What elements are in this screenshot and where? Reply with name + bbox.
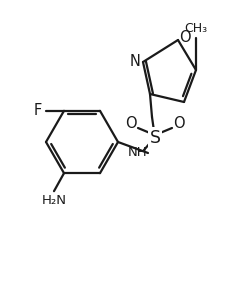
Text: O: O [125, 115, 136, 130]
Text: O: O [178, 30, 190, 46]
Text: F: F [34, 103, 42, 118]
Text: N: N [129, 55, 140, 70]
Text: S: S [149, 129, 160, 147]
Text: CH₃: CH₃ [184, 23, 207, 35]
Text: H₂N: H₂N [41, 194, 66, 207]
Text: NH: NH [128, 146, 147, 160]
Text: O: O [172, 115, 184, 130]
